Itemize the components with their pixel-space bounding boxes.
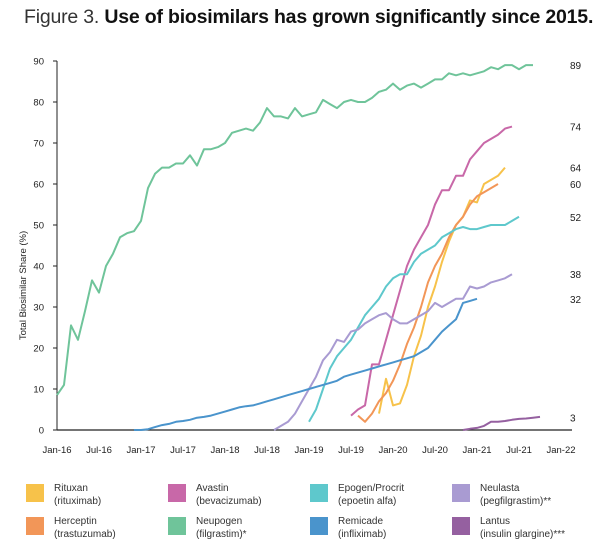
- series-line-neulasta: [273, 273, 513, 431]
- legend-swatch: [452, 484, 470, 502]
- x-tick-label: Jul-16: [86, 445, 112, 456]
- x-tick-label: Jul-19: [338, 445, 364, 456]
- legend-swatch: [310, 484, 328, 502]
- legend-subtitle: (infliximab): [338, 529, 387, 540]
- end-value-label: 60: [570, 180, 582, 191]
- series-line-remicade: [134, 297, 478, 431]
- end-value-label: 32: [570, 295, 582, 306]
- x-tick-label: Jan-21: [462, 445, 491, 456]
- y-tick-label: 80: [33, 98, 44, 109]
- legend-swatch: [26, 484, 44, 502]
- y-tick-label: 60: [33, 180, 44, 191]
- legend-subtitle: (pegfilgrastim)**: [480, 496, 552, 507]
- axes: 0 10 20 30 40 50 60 70 80 90 Jan-16 Jul-16 Jan-17 Jul…: [18, 57, 576, 457]
- legend-name: Neupogen: [196, 516, 243, 527]
- y-tick-label: 20: [33, 344, 44, 355]
- y-axis-label: Total Biosimilar Share (%): [18, 231, 29, 340]
- figure-headline: Use of biosimilars has grown significant…: [104, 6, 594, 28]
- series-line-avastin: [350, 125, 513, 417]
- legend-name: Remicade: [338, 516, 384, 527]
- y-tick-label: 10: [33, 385, 44, 396]
- legend-label: Rituxan (rituximab): [54, 482, 101, 508]
- legend-label: Herceptin (trastuzumab): [54, 515, 116, 541]
- legend-subtitle: (filgrastim)*: [196, 529, 247, 540]
- series-line-neupogen: [56, 64, 533, 396]
- end-value-label: 3: [570, 414, 576, 425]
- end-value-label: 64: [570, 164, 582, 175]
- legend-swatch: [168, 517, 186, 535]
- x-tick-label: Jul-21: [506, 445, 532, 456]
- y-tick-label: 30: [33, 303, 44, 314]
- legend-item: Rituxan (rituximab): [26, 482, 101, 508]
- legend-swatch: [310, 517, 328, 535]
- x-tick-label: Jan-22: [546, 445, 575, 456]
- x-tick-label: Jan-18: [210, 445, 239, 456]
- figure-number: Figure 3.: [24, 6, 105, 28]
- end-value-label: 38: [570, 270, 582, 281]
- legend-item: Avastin (bevacizumab): [168, 482, 262, 508]
- y-tick-label: 90: [33, 57, 44, 68]
- legend-name: Rituxan: [54, 483, 88, 494]
- legend-name: Neulasta: [480, 483, 520, 494]
- legend-label: Neulasta (pegfilgrastim)**: [480, 482, 551, 508]
- legend-label: Lantus (insulin glargine)***: [480, 515, 565, 541]
- legend-label: Epogen/Procrit (epoetin alfa): [338, 482, 404, 508]
- legend-subtitle: (epoetin alfa): [338, 496, 397, 507]
- series-line-epogen-procrit: [308, 215, 520, 423]
- y-tick-label: 0: [39, 426, 44, 437]
- y-tick-label: 70: [33, 139, 44, 150]
- end-value-label: 74: [570, 123, 582, 134]
- legend-label: Neupogen (filgrastim)*: [196, 515, 247, 541]
- legend-name: Avastin: [196, 483, 229, 494]
- series-line-herceptin: [357, 183, 499, 423]
- y-tick-label: 50: [33, 221, 44, 232]
- x-tick-label: Jan-19: [294, 445, 323, 456]
- legend-item: Neupogen (filgrastim)*: [168, 515, 247, 541]
- legend-item: Remicade (infliximab): [310, 515, 386, 541]
- legend: Rituxan (rituximab) Avastin (bevacizumab) Ep…: [0, 478, 600, 552]
- series-line-rituxan: [378, 166, 506, 414]
- x-tick-label: Jan-20: [378, 445, 407, 456]
- legend-swatch: [26, 517, 44, 535]
- legend-subtitle: (bevacizumab): [196, 496, 262, 507]
- legend-name: Herceptin: [54, 516, 97, 527]
- y-tick-label: 40: [33, 262, 44, 273]
- legend-swatch: [452, 517, 470, 535]
- legend-subtitle: (rituximab): [54, 496, 102, 507]
- legend-swatch: [168, 484, 186, 502]
- end-value-label: 89: [570, 61, 582, 72]
- legend-name: Lantus: [480, 516, 511, 527]
- x-tick-label: Jan-16: [42, 445, 71, 456]
- legend-item: Epogen/Procrit (epoetin alfa): [310, 482, 404, 508]
- series-lines: [56, 64, 541, 431]
- legend-item: Neulasta (pegfilgrastim)**: [452, 482, 551, 508]
- legend-subtitle: (trastuzumab): [54, 529, 116, 540]
- legend-label: Remicade (infliximab): [338, 515, 386, 541]
- legend-name: Epogen/Procrit: [338, 483, 405, 494]
- end-labels: 89 74 64 60 52 38 32 3: [570, 61, 582, 425]
- legend-item: Lantus (insulin glargine)***: [452, 515, 565, 541]
- x-tick-label: Jul-20: [422, 445, 448, 456]
- legend-label: Avastin (bevacizumab): [196, 482, 262, 508]
- line-chart: 0 10 20 30 40 50 60 70 80 90 Jan-16 Jul-16 Jan-17 Jul…: [18, 57, 582, 457]
- legend-item: Herceptin (trastuzumab): [26, 515, 116, 541]
- end-value-label: 52: [570, 213, 582, 224]
- legend-subtitle: (insulin glargine)***: [480, 529, 566, 540]
- figure-title: Figure 3. Use of biosimilars has grown s…: [24, 6, 593, 29]
- x-tick-label: Jul-17: [170, 445, 196, 456]
- x-tick-label: Jan-17: [126, 445, 155, 456]
- x-tick-label: Jul-18: [254, 445, 280, 456]
- series-line-lantus: [462, 415, 541, 431]
